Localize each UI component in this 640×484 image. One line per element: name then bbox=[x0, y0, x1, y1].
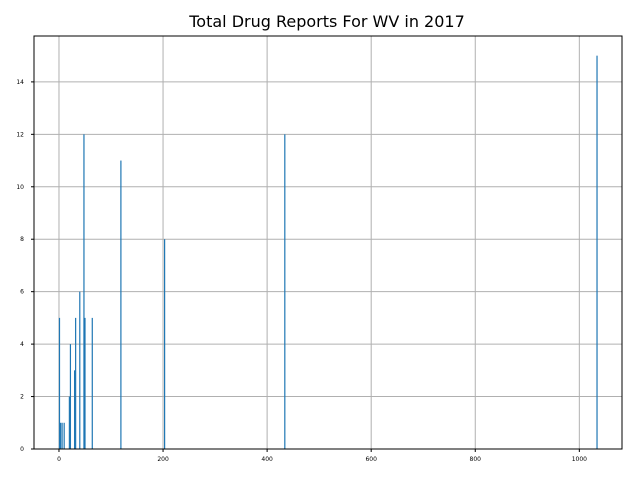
y-tick-label: 12 bbox=[16, 131, 24, 138]
bar bbox=[59, 422, 62, 449]
bar bbox=[63, 422, 65, 449]
bar bbox=[73, 370, 76, 449]
bar bbox=[91, 317, 93, 449]
plot-frame bbox=[33, 35, 623, 450]
bar bbox=[75, 317, 77, 449]
bar bbox=[284, 134, 286, 450]
bar bbox=[83, 134, 85, 450]
bar bbox=[58, 317, 61, 449]
bar bbox=[69, 344, 72, 449]
x-tick-label: 600 bbox=[365, 456, 377, 463]
bar bbox=[79, 291, 81, 449]
x-tick-label: 0 bbox=[57, 456, 61, 463]
bar bbox=[596, 55, 598, 450]
y-tick-label: 2 bbox=[20, 394, 24, 401]
x-tick-label: 200 bbox=[157, 456, 169, 463]
axis-ticks: 0 200 400 600 800 1000 0 2 4 6 8 10 12 14 bbox=[16, 79, 587, 463]
x-tick-label: 400 bbox=[261, 456, 273, 463]
y-tick-label: 6 bbox=[20, 289, 24, 296]
y-tick-label: 14 bbox=[16, 79, 24, 86]
bar bbox=[61, 422, 63, 449]
y-tick-label: 4 bbox=[20, 341, 24, 348]
grid-lines bbox=[34, 36, 622, 450]
y-tick-label: 10 bbox=[16, 184, 24, 191]
chart-title: Total Drug Reports For WV in 2017 bbox=[188, 12, 465, 31]
bar bbox=[84, 317, 86, 449]
y-tick-label: 0 bbox=[20, 446, 24, 453]
x-tick-label: 1000 bbox=[572, 456, 587, 463]
bars bbox=[58, 55, 598, 450]
bar bbox=[68, 396, 70, 449]
bar bbox=[120, 160, 122, 450]
bar bbox=[164, 239, 166, 449]
x-tick-label: 800 bbox=[470, 456, 482, 463]
y-tick-label: 8 bbox=[20, 236, 24, 243]
